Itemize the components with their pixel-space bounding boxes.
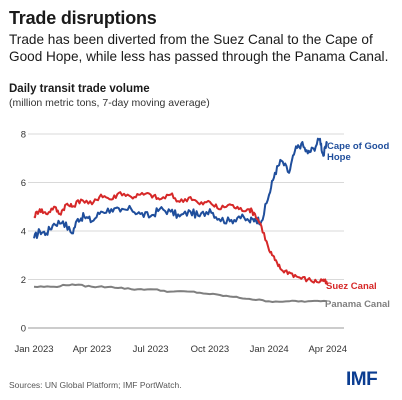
y-tick-label: 6 <box>21 178 26 189</box>
series-label-line: Suez Canal <box>326 281 377 292</box>
series-label-suez-canal: Suez Canal <box>326 281 377 292</box>
y-tick-label: 8 <box>21 130 26 141</box>
x-tick-label: Apr 2023 <box>73 344 112 355</box>
series-labels: Cape of Good Hope Suez Canal Panama Canal <box>325 141 390 310</box>
imf-logo: IMF <box>346 369 378 390</box>
x-tick-label: Oct 2023 <box>191 344 230 355</box>
series-line-panama-canal <box>33 283 328 303</box>
source-note: Sources: UN Global Platform; IMF PortWat… <box>9 380 182 390</box>
x-tick-label: Jan 2023 <box>14 344 53 355</box>
x-tick-label: Jul 2023 <box>133 344 169 355</box>
y-tick-label: 2 <box>21 275 26 286</box>
grid-lines <box>28 133 344 329</box>
axes: 0 2 4 6 8 Jan 2023 Apr 2023 Jul 2023 Oct 2023 Jan… <box>14 130 347 356</box>
series-lines <box>33 137 329 303</box>
y-tick-label: 4 <box>21 227 26 238</box>
chart-subtitle: (million metric tons, 7-day moving avera… <box>9 97 210 109</box>
y-tick-label: 0 <box>21 324 26 335</box>
series-label-line: Panama Canal <box>325 299 390 310</box>
chart-title: Daily transit trade volume <box>9 83 150 95</box>
series-label-line: Hope <box>327 152 351 163</box>
page-title: Trade disruptions <box>9 8 157 28</box>
page-subtitle: Trade has been diverted from the Suez Ca… <box>9 32 389 64</box>
series-line-cape-of-good-hope <box>33 137 329 239</box>
series-line-suez-canal <box>33 191 329 285</box>
series-label-panama-canal: Panama Canal <box>325 299 390 310</box>
x-tick-label: Jan 2024 <box>250 344 289 355</box>
series-label-cape-of-good-hope: Cape of Good Hope <box>327 141 389 163</box>
series-label-line: Cape of Good <box>327 141 389 152</box>
x-tick-label: Apr 2024 <box>308 344 347 355</box>
